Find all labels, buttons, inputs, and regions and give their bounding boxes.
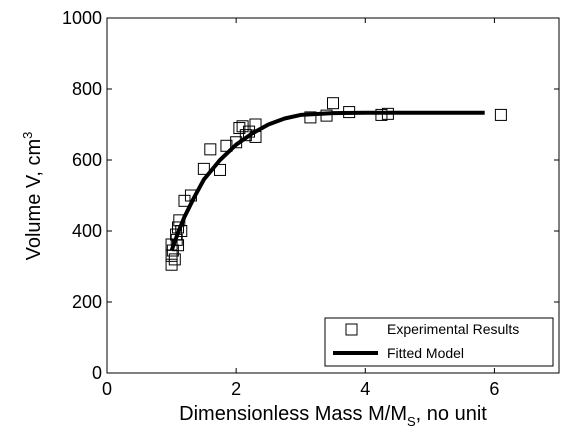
data-point xyxy=(494,108,507,121)
legend: Experimental Results Fitted Model xyxy=(324,317,554,367)
legend-marker-experimental xyxy=(345,323,358,336)
y-axis-label: Volume V, cm3 xyxy=(20,132,45,261)
y-tick-label: 0 xyxy=(92,363,102,383)
data-point xyxy=(304,111,317,124)
fitted-model-line xyxy=(169,110,485,252)
x-axis-label: Dimensionless Mass M/MS, no unit xyxy=(179,403,487,429)
x-tick-label: 0 xyxy=(102,379,112,399)
legend-entry-experimental: Experimental Results xyxy=(387,321,519,337)
data-point xyxy=(204,143,217,156)
legend-box xyxy=(324,317,554,367)
x-tick-label: 4 xyxy=(360,379,370,399)
data-point xyxy=(327,97,339,110)
data-point xyxy=(197,162,210,175)
x-tick-label: 2 xyxy=(231,379,241,399)
y-tick-label: 1000 xyxy=(62,8,102,28)
axes xyxy=(106,17,560,374)
tick-labels: 0 2 4 6 0 200 400 600 800 1000 xyxy=(62,8,499,399)
y-tick-label: 400 xyxy=(72,221,102,241)
data-point xyxy=(214,163,226,176)
legend-entry-fitted: Fitted Model xyxy=(387,345,464,361)
data-point xyxy=(168,253,181,266)
x-tick-label: 6 xyxy=(489,379,499,399)
y-tick-label: 800 xyxy=(72,79,102,99)
data-point xyxy=(375,108,388,121)
y-tick-label: 600 xyxy=(72,150,102,170)
plot-marks xyxy=(165,97,507,271)
y-tick-label: 200 xyxy=(72,292,102,312)
plot-frame xyxy=(106,17,560,374)
data-point xyxy=(233,122,246,135)
